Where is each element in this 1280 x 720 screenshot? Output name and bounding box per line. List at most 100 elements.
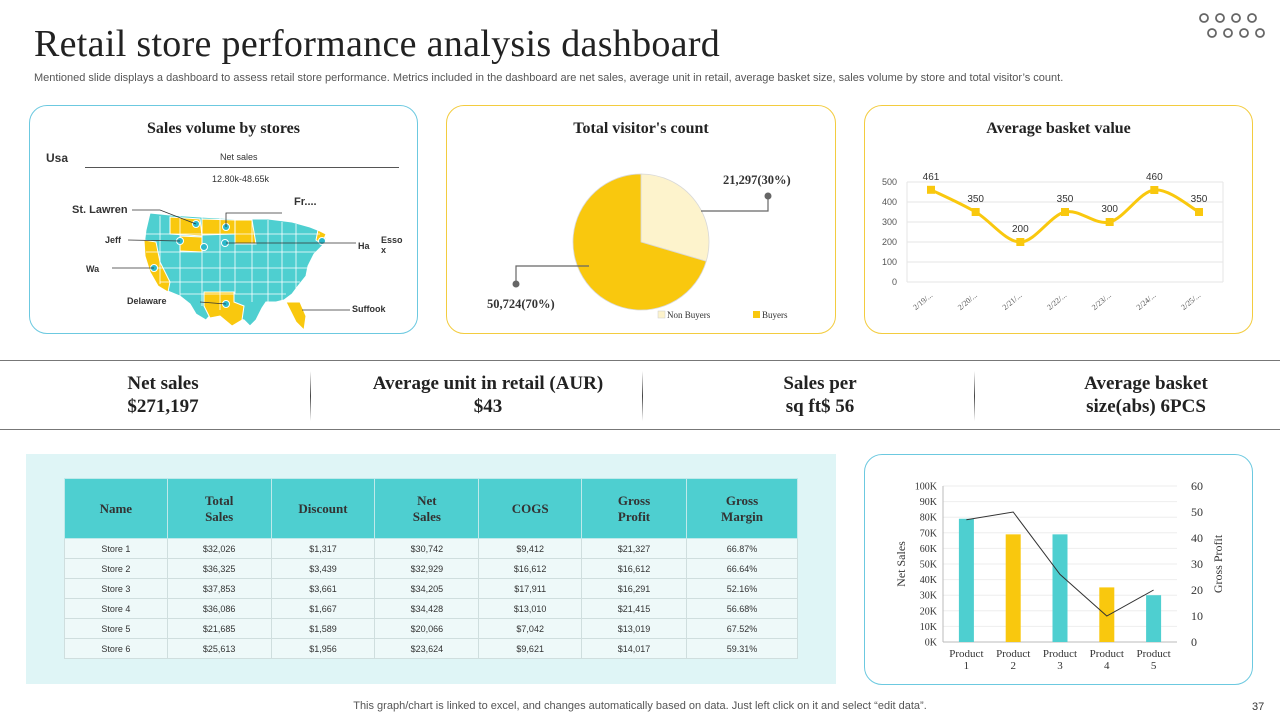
cell-total-sales: $21,685 [166,618,272,639]
y2-tick-label: 50 [1191,505,1203,519]
y-tick-label: 30K [920,591,938,602]
cell-name: Store 5 [64,618,168,639]
y-tick-label: 300 [882,217,897,227]
cell-discount: $1,589 [270,618,376,639]
net-sales-bar [958,518,974,642]
products-combo-chart[interactable]: 0K 10K 20K 30K 40K 50K 60K 70K 80K 90K 100K 0 10 20 30… [865,455,1254,686]
usa-state-texas [203,291,245,327]
basket-data-label: 461 [923,172,940,183]
legend-label: Buyers [762,310,788,320]
cell-gross-profit: $21,415 [581,598,687,619]
pie-leader-line [515,265,589,284]
x-tick-label: 2/20/... [956,291,979,312]
usa-state-north-dakota [201,218,236,236]
map-label-st-lawren: St. Lawren [72,204,128,216]
page-title: Retail store performance analysis dashbo… [34,23,721,65]
kpi-net-sales-label: Net sales [127,373,199,394]
y2-tick-label: 60 [1191,479,1203,493]
map-legend-line [85,167,399,168]
cell-net-sales: $30,742 [374,538,480,559]
legend-label: Non Buyers [667,310,711,320]
cell-discount: $1,317 [270,538,376,559]
kpi-divider [310,371,311,421]
basket-data-point [1195,208,1203,216]
x-tick-label: Product [949,648,983,660]
net-sales-bar [1052,534,1068,642]
x-tick-label: 2/22/... [1045,291,1068,312]
cell-net-sales: $34,205 [374,578,480,599]
col-header-total-sales: Total Sales [166,478,272,539]
usa-map[interactable] [30,106,419,335]
y2-tick-label: 30 [1191,557,1203,571]
table-row: Store 3 $37,853 $3,661 $34,205 $17,911 $16,29… [64,578,799,599]
table-row: Store 5 $21,685 $1,589 $20,066 $7,042 $13,019… [64,618,799,639]
cell-discount: $1,667 [270,598,376,619]
basket-data-point [1105,218,1114,226]
cell-gross-profit: $14,017 [581,638,687,659]
basket-card: Average basket value 0 100 200 300 400 500 461… [864,105,1253,334]
kpi-sales-per-sqft: Sales per sq ft$ 56 [700,372,940,418]
y-tick-label: 0 [892,277,897,287]
map-label-suffook: Suffook [352,304,386,314]
kpi-sales-per-sqft-label: Sales per [783,373,857,394]
visitors-card-title: Total visitor's count [573,120,709,137]
map-card-title: Sales volume by stores [146,120,301,137]
table-row: Store 4 $36,086 $1,667 $34,428 $13,010 $21,41… [64,598,799,619]
y-tick-label: 40K [920,575,938,586]
cell-gross-margin: 66.87% [685,538,799,559]
net-sales-bar [1099,587,1115,642]
x-tick-label: 2/24/... [1135,291,1158,312]
x-tick-label: Product [996,648,1030,660]
col-header-cogs: COGS [478,478,583,539]
cell-gross-margin: 67.52% [685,618,799,639]
y2-axis-label: Gross Profit [1211,534,1225,593]
basket-data-point [1150,186,1159,194]
map-label-jeff: Jeff [105,235,122,245]
y-tick-label: 80K [920,513,938,524]
cell-net-sales: $20,066 [374,618,480,639]
y-tick-label: 10K [920,622,938,633]
map-marker-essox [318,237,326,245]
cell-name: Store 3 [64,578,168,599]
y-tick-label: 90K [920,497,938,508]
basket-line-chart[interactable]: 0 100 200 300 400 500 461 2/19/... 350 2/20/... 20… [865,106,1254,335]
pie-leader-dot [512,280,520,288]
x-tick-label: 1 [964,660,970,672]
y2-tick-label: 20 [1191,583,1203,597]
products-card: 0K 10K 20K 30K 40K 50K 60K 70K 80K 90K 100K 0 10 20 30… [864,454,1253,685]
table-row: Store 1 $32,026 $1,317 $30,742 $9,412 $21,327… [64,538,799,559]
kpi-basket-size: Average basket size(abs) 6PCS [1026,372,1266,418]
x-tick-label: 3 [1057,660,1063,672]
cell-total-sales: $32,026 [166,538,272,559]
kpi-aur-value: $43 [473,396,503,417]
y-tick-label: 200 [882,237,897,247]
kpi-net-sales: Net sales $271,197 [60,372,266,418]
table-header-row: Name Total Sales Discount Net Sales COGS… [64,478,799,539]
x-tick-label: 2 [1010,660,1016,672]
pie-slice-buyers [572,173,707,311]
usa-state-florida [285,301,307,332]
cell-net-sales: $34,428 [374,598,480,619]
kpi-aur-label: Average unit in retail (AUR) [372,373,604,394]
cell-discount: $3,439 [270,558,376,579]
y-tick-label: 50K [920,560,938,571]
pie-data-label: 21,297(30%) [723,173,791,187]
kpi-basket-size-value: size(abs) 6PCS [1086,396,1206,417]
page-number: 37 [1252,701,1265,713]
pie-leader-line [701,196,769,212]
cell-cogs: $13,010 [478,598,583,619]
x-tick-label: 2/19/... [911,291,934,312]
basket-data-point [1061,208,1069,216]
col-header-discount: Discount [270,478,376,539]
x-tick-label: Product [1043,648,1077,660]
cell-name: Store 6 [64,638,168,659]
visitors-pie-chart[interactable]: 21,297(30%) 50,724(70%) Non Buyers Buyers [447,106,837,335]
usa-state-minnesota [234,219,257,245]
cell-gross-profit: $16,612 [581,558,687,579]
col-header-gross-profit: Gross Profit [581,478,687,539]
cell-net-sales: $32,929 [374,558,480,579]
basket-data-label: 300 [1101,204,1118,215]
y-tick-label: 20K [920,606,938,617]
cell-discount: $1,956 [270,638,376,659]
map-country-label: Usa [46,151,69,165]
